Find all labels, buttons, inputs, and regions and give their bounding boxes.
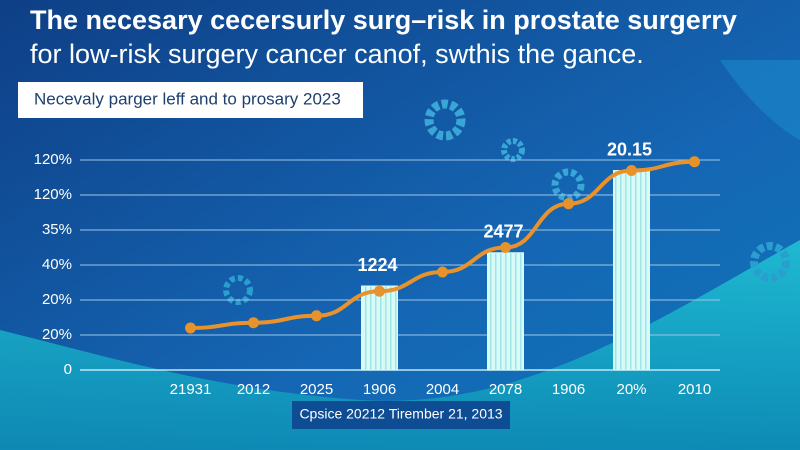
line-point [563, 198, 574, 210]
line-point [626, 165, 637, 176]
line-point [248, 317, 259, 329]
gear-icon [551, 168, 585, 202]
title-line: The necesary cecersurly surg–risk in pro… [30, 5, 737, 35]
bar [613, 170, 650, 371]
line-point [374, 285, 385, 297]
title-line: for low-risk surgery cancer canof, swthi… [30, 39, 644, 69]
bar [361, 285, 398, 371]
x-tick-label: 2004 [426, 381, 459, 398]
wave-top [720, 60, 800, 140]
gear-icon [750, 242, 790, 282]
y-tick-label: 20% [42, 326, 72, 343]
line-point [437, 266, 448, 278]
bar [487, 252, 524, 371]
x-tick-label: 2010 [678, 381, 711, 398]
line-point [500, 242, 511, 253]
caption-box [292, 401, 510, 429]
gear-icon [424, 99, 466, 141]
line-point [311, 310, 322, 322]
line-point [185, 322, 196, 334]
subtitle: Necevaly parger leff and to prosary 2023 [34, 89, 341, 108]
annotation: 20.15 [607, 139, 652, 159]
x-tick-label: 21931 [170, 381, 212, 398]
gear-icon [501, 138, 525, 162]
annotation: 2477 [483, 222, 523, 242]
gear-icon [223, 275, 253, 305]
x-tick-label: 1906 [363, 381, 396, 398]
x-tick-label: 2025 [300, 381, 333, 398]
y-tick-label: 120% [34, 186, 72, 203]
wave [0, 240, 800, 450]
x-tick-label: 1906 [552, 381, 585, 398]
line-point [689, 156, 700, 168]
x-tick-label: 20% [616, 381, 646, 398]
y-tick-label: 40% [42, 256, 72, 273]
caption: Cpsice 20212 Tirember 21, 2013 [299, 406, 502, 422]
y-tick-label: 20% [42, 291, 72, 308]
y-tick-label: 35% [42, 221, 72, 238]
y-tick-label: 120% [34, 151, 72, 168]
x-tick-label: 2078 [489, 381, 522, 398]
annotation: 1224 [357, 255, 397, 275]
subtitle-box [18, 82, 363, 118]
y-tick-label: 0 [64, 361, 72, 378]
x-tick-label: 2012 [237, 381, 270, 398]
